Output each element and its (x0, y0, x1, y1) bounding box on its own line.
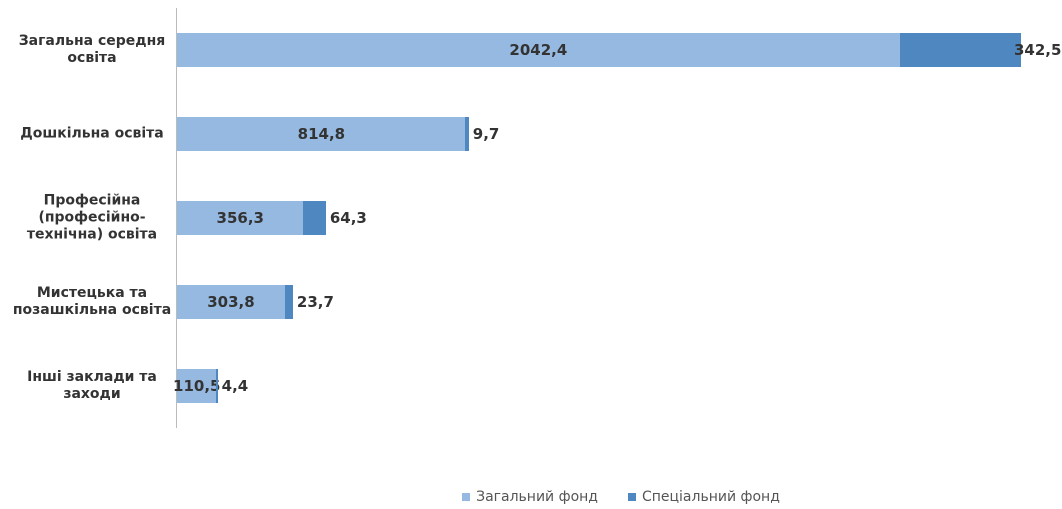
data-label: 9,7 (472, 125, 500, 143)
legend: Загальний фонд Спеціальний фонд (0, 489, 1062, 505)
bar-segment (177, 285, 285, 319)
data-label: 4,4 (221, 377, 249, 395)
bar-segment (216, 369, 218, 403)
bar-segment (177, 201, 304, 235)
data-label: 110,5 (173, 377, 221, 395)
legend-swatch (462, 493, 471, 501)
bar-segment (177, 33, 900, 67)
bar-segment (465, 117, 469, 151)
data-label: 356,3 (216, 209, 264, 227)
legend-label: Загальний фонд (476, 489, 598, 505)
category-label: Інші заклади та заходи (27, 369, 157, 402)
legend-item: Спеціальний фонд (627, 489, 780, 505)
data-label: 303,8 (207, 293, 255, 311)
data-label: 23,7 (296, 293, 334, 311)
bar-segment (303, 201, 326, 235)
bar-segment (899, 33, 1021, 67)
category-label: Професійна (професійно-технічна) освіта (26, 192, 158, 243)
bar-segment (284, 285, 293, 319)
category-label: Загальна середня освіта (18, 33, 166, 66)
category-label: Мистецька та позашкільна освіта (12, 285, 172, 318)
legend-label: Спеціальний фонд (641, 489, 780, 505)
legend-item: Загальний фонд (462, 489, 598, 505)
bar-segment (177, 117, 466, 151)
data-label: 64,3 (329, 209, 367, 227)
legend-swatch (627, 493, 636, 501)
data-label: 814,8 (297, 125, 346, 143)
bar-segment (177, 369, 217, 403)
data-label: 2042,4 (509, 41, 568, 59)
axis-line (176, 8, 177, 428)
data-label: 342,5 (1014, 41, 1062, 59)
category-label: Дошкільна освіта (20, 125, 164, 142)
